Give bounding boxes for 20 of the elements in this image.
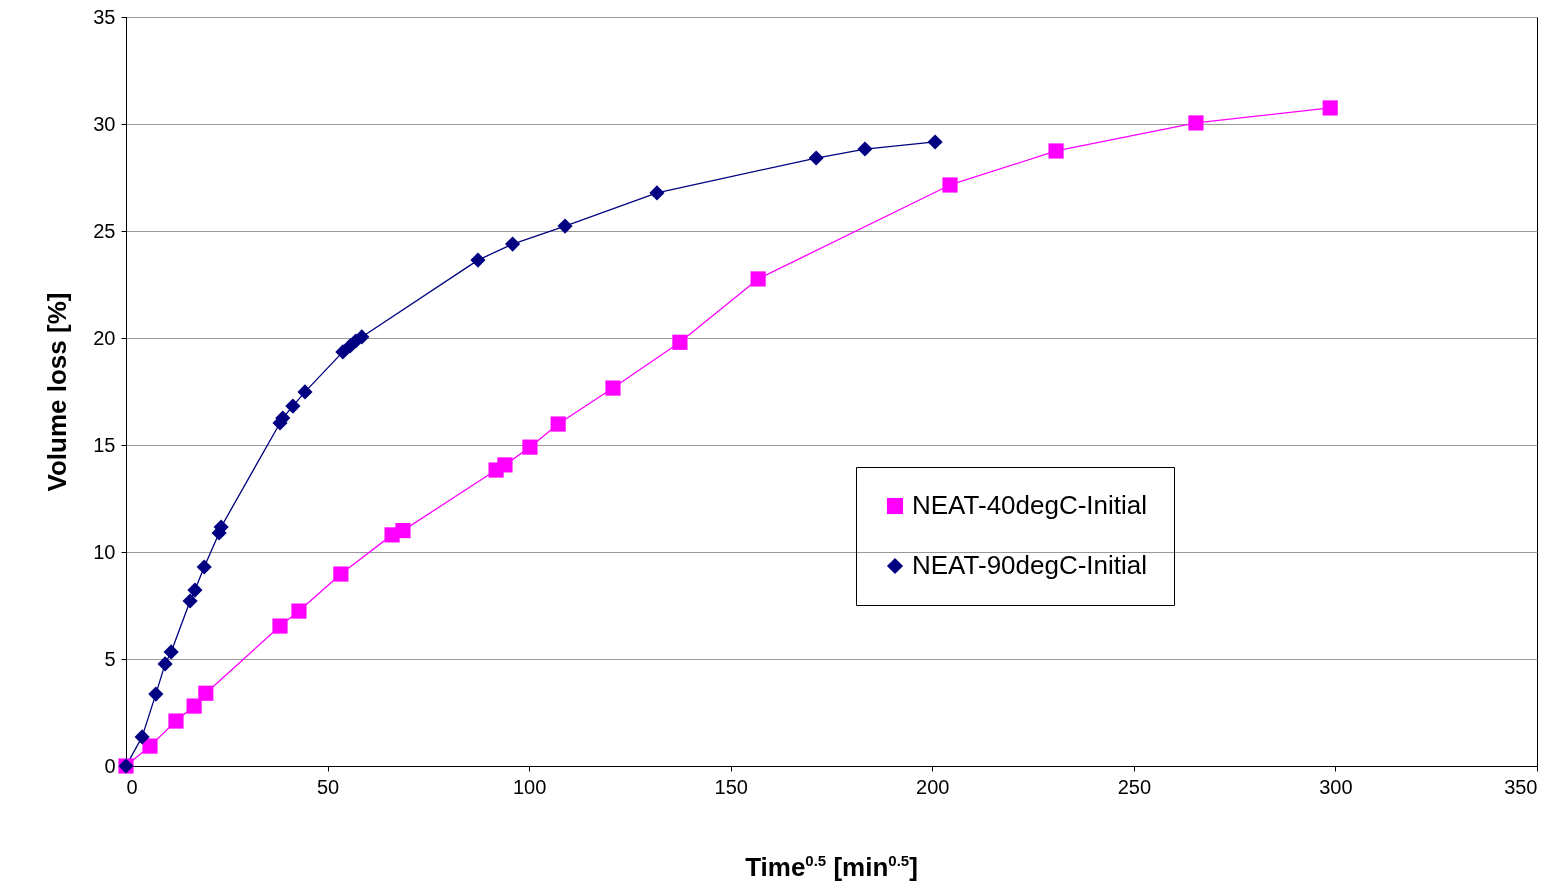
- y-tick-label: 15: [93, 433, 116, 456]
- x-tick-label: 300: [1319, 775, 1353, 798]
- x-tick-label: 0: [126, 775, 138, 798]
- y-axis-title: Volume loss [%]: [42, 292, 73, 492]
- y-tick-label: 10: [93, 540, 116, 563]
- x-tick-label: 50: [316, 775, 340, 798]
- x-tick-label: 200: [916, 775, 950, 798]
- y-tick-label: 0: [104, 754, 116, 777]
- y-tick-label: 20: [93, 326, 116, 349]
- x-tick-label: 250: [1117, 775, 1152, 798]
- legend-label: NEAT-90degC-Initial: [912, 550, 1148, 580]
- y-tick-label: 35: [93, 5, 116, 28]
- y-tick-label: 5: [104, 647, 116, 670]
- y-tick-label: 30: [93, 112, 116, 135]
- x-tick-label: 150: [714, 775, 748, 798]
- x-tick-label: 100: [512, 775, 547, 798]
- x-tick-label: 350: [1504, 775, 1538, 798]
- legend-label: NEAT-40degC-Initial: [912, 490, 1148, 520]
- y-tick-label: 25: [93, 219, 116, 242]
- x-axis-title: Time$^{0.5}$ [min$^{0.5}$]: [744, 852, 919, 883]
